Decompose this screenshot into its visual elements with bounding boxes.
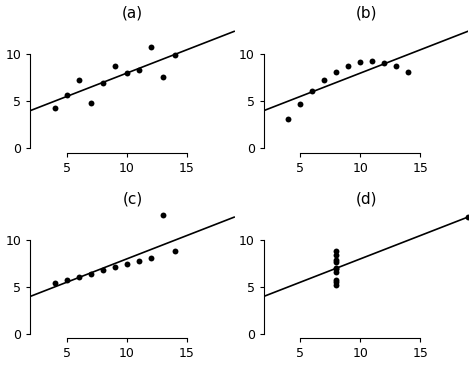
Point <box>171 52 179 58</box>
Point <box>111 63 118 68</box>
Point <box>332 269 340 275</box>
Point <box>368 59 376 64</box>
Point <box>123 261 130 267</box>
Point <box>332 266 340 272</box>
Point <box>99 80 106 86</box>
Point <box>332 257 340 263</box>
Point <box>308 88 316 94</box>
Point <box>332 248 340 254</box>
Point <box>332 69 340 75</box>
Point <box>159 212 166 217</box>
Point <box>332 251 340 257</box>
Point <box>332 279 340 285</box>
Point <box>345 63 352 69</box>
Point <box>135 258 143 264</box>
Title: (b): (b) <box>356 5 377 20</box>
Point <box>63 277 70 283</box>
Point <box>99 268 106 273</box>
Point <box>159 74 166 80</box>
Point <box>63 92 70 98</box>
Point <box>87 271 94 277</box>
Point <box>123 70 130 76</box>
Point <box>392 63 400 69</box>
Point <box>320 77 328 83</box>
Point <box>465 214 472 220</box>
Point <box>111 264 118 270</box>
Point <box>51 105 58 111</box>
Point <box>332 277 340 283</box>
Point <box>296 101 304 107</box>
Point <box>147 44 155 49</box>
Point <box>171 248 179 254</box>
Point <box>404 69 412 75</box>
Point <box>87 100 94 106</box>
Title: (d): (d) <box>356 191 377 206</box>
Point <box>381 60 388 66</box>
Title: (a): (a) <box>122 5 143 20</box>
Point <box>332 265 340 271</box>
Point <box>147 255 155 261</box>
Point <box>51 280 58 286</box>
Point <box>135 67 143 73</box>
Point <box>332 259 340 265</box>
Point <box>332 282 340 288</box>
Title: (c): (c) <box>123 191 143 206</box>
Point <box>75 77 82 83</box>
Point <box>356 60 364 66</box>
Point <box>75 274 82 280</box>
Point <box>284 116 292 122</box>
